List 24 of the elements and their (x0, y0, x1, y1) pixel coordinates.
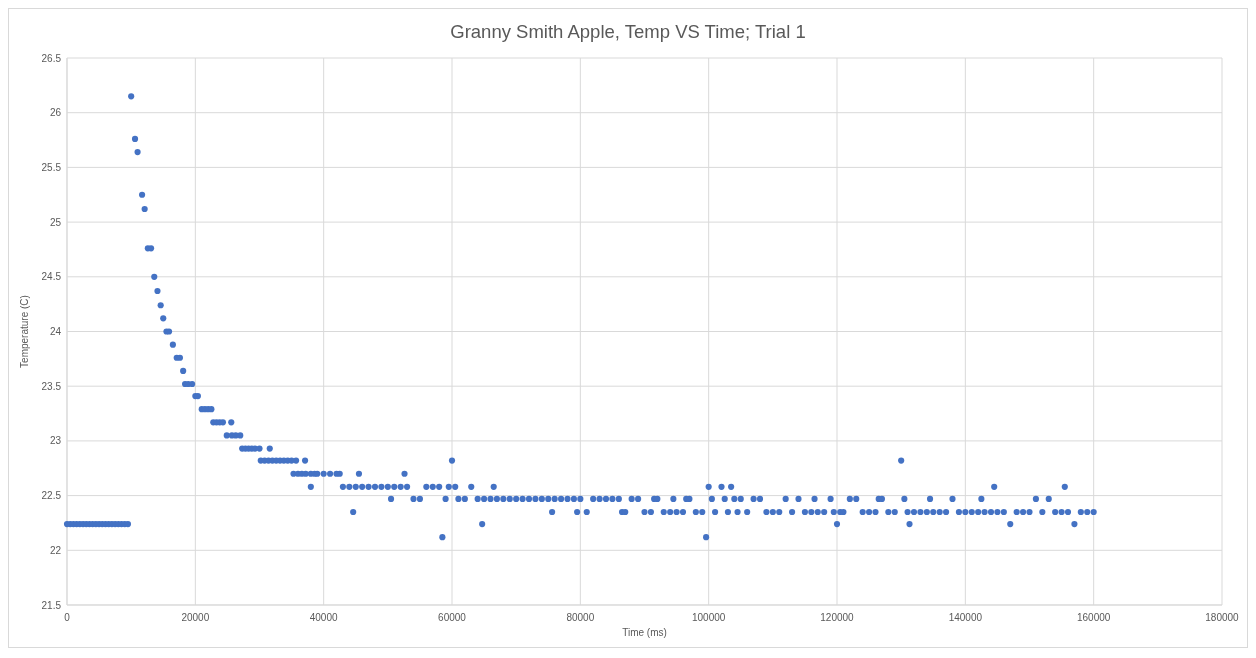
y-tick-label: 24 (49, 326, 62, 337)
x-tick-label: 120000 (820, 612, 855, 623)
chart-title: Granny Smith Apple, Temp VS Time; Trial 1 (450, 21, 806, 42)
y-tick-label: 26.5 (41, 52, 62, 64)
y-tick-label: 24.5 (41, 271, 62, 283)
x-axis-title: Time (ms) (622, 627, 667, 638)
y-axis-title: Temperature (C) (19, 295, 30, 368)
x-tick-label: 100000 (691, 612, 726, 623)
x-tick-label: 180000 (1205, 612, 1240, 623)
x-tick-label: 40000 (309, 612, 339, 623)
y-tick-label: 25 (49, 216, 62, 228)
y-tick-label: 23.5 (41, 380, 62, 392)
x-tick-label: 20000 (181, 612, 210, 623)
x-tick-label: 80000 (566, 612, 595, 623)
y-tick-label: 22 (49, 544, 62, 556)
x-tick-label: 140000 (948, 612, 983, 623)
y-tick-label: 25.5 (41, 161, 62, 173)
y-tick-label: 22.5 (41, 490, 62, 502)
y-tick-label: 23 (49, 435, 62, 447)
x-tick-label: 0 (64, 612, 71, 623)
y-tick-label: 21.5 (41, 599, 62, 611)
x-tick-label: 160000 (1076, 612, 1111, 623)
x-tick-label: 60000 (438, 612, 467, 623)
y-tick-label: 26 (49, 107, 62, 119)
